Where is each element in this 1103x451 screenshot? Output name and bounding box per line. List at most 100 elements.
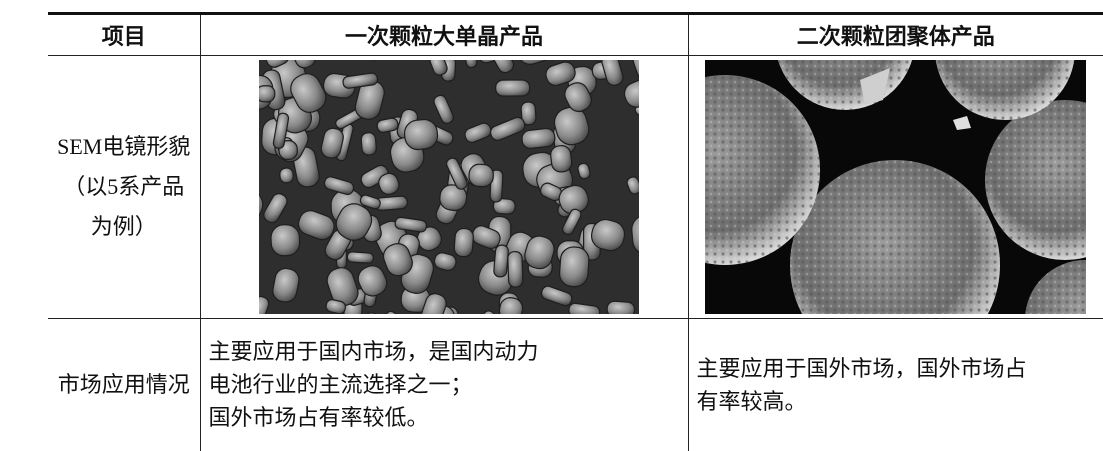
text-line: 市场应用情况 — [57, 372, 190, 398]
text-line: （以5系产品 — [63, 174, 185, 199]
particle — [985, 100, 1087, 260]
text-line: 有率较高。 — [696, 388, 807, 414]
particle — [953, 116, 972, 130]
text-line: 电池行业的主流选择之一； — [208, 372, 473, 398]
particle — [549, 145, 572, 173]
particle — [935, 60, 1075, 120]
particle — [494, 79, 530, 97]
particle — [394, 216, 427, 233]
particle — [705, 75, 821, 265]
image-cell — [199, 55, 688, 319]
particle — [632, 60, 639, 82]
text-cell: 主要应用于国外市场，国外市场占 有率较高。 — [687, 318, 1103, 451]
particle — [606, 300, 635, 314]
particle — [341, 72, 378, 89]
particle — [453, 227, 474, 258]
particle — [471, 225, 501, 250]
particle — [445, 157, 468, 190]
text-cell: 主要应用于国内市场，是国内动力 电池行业的主流选择之一； 国外市场占有率较低。 — [199, 318, 688, 451]
particle — [320, 127, 344, 159]
particle — [375, 310, 397, 314]
particle — [324, 299, 346, 314]
particle — [544, 61, 576, 87]
text-line: SEM电镜形貌 — [57, 134, 191, 159]
text-line: 为例） — [90, 214, 157, 239]
particle — [377, 172, 400, 195]
header-cell: 二次颗粒团聚体产品 — [687, 13, 1103, 56]
particle — [433, 252, 457, 272]
row-label: SEM电镜形貌 （以5系产品 为例） — [48, 56, 200, 319]
header-cell: 项目 — [101, 24, 146, 49]
particle — [278, 167, 294, 184]
particle — [540, 285, 572, 307]
particle — [498, 297, 523, 314]
header-cell: 一次颗粒大单晶产品 — [199, 13, 688, 56]
particle — [403, 118, 438, 151]
text-line: 国外市场占有率较低。 — [208, 405, 429, 431]
particle — [590, 219, 625, 252]
particle — [567, 302, 600, 314]
particle — [438, 184, 467, 212]
particle — [506, 251, 523, 288]
particle — [382, 243, 413, 277]
particle — [258, 85, 275, 103]
particle — [476, 310, 495, 314]
particle — [600, 60, 624, 86]
comparison-table: 项目 一次颗粒大单晶产品 二次颗粒团聚体产品 SEM电镜形貌 （以5系产品 为例… — [48, 12, 1103, 451]
particle — [558, 246, 590, 288]
particle — [269, 224, 300, 257]
particle — [323, 176, 354, 196]
particle — [492, 244, 509, 278]
particle — [1025, 260, 1087, 314]
particle — [523, 235, 555, 270]
particle — [489, 116, 525, 141]
particle — [297, 210, 335, 241]
particle — [264, 60, 289, 68]
particle — [362, 312, 379, 314]
particle — [630, 214, 639, 256]
particle — [462, 60, 478, 69]
particle — [860, 68, 891, 105]
particle — [625, 176, 639, 195]
table-header: 项目 一次颗粒大单晶产品 二次颗粒团聚体产品 — [48, 13, 1103, 56]
particle — [467, 163, 494, 188]
particle — [428, 60, 448, 76]
particle — [360, 132, 377, 156]
particle — [520, 101, 537, 126]
particle — [258, 295, 269, 314]
particle — [291, 60, 316, 69]
row-label: 市场应用情况 — [48, 319, 200, 451]
particle — [432, 94, 454, 124]
particle — [477, 60, 505, 64]
table-row: SEM电镜形貌 （以5系产品 为例） — [48, 55, 1103, 319]
particle — [489, 60, 514, 74]
particle — [516, 60, 553, 65]
sem-image-single-crystal — [258, 60, 639, 314]
particle — [419, 293, 447, 314]
particle — [272, 112, 289, 149]
particle — [520, 127, 555, 150]
table-row: 市场应用情况 主要应用于国内市场，是国内动力 电池行业的主流选择之一； 国外市场… — [48, 318, 1103, 451]
particle — [563, 82, 592, 113]
text-line: 主要应用于国外市场，国外市场占 — [696, 355, 1027, 381]
particle — [289, 73, 326, 113]
image-cell — [687, 55, 1103, 319]
particle — [359, 194, 381, 210]
particle — [492, 197, 516, 215]
text-line: 主要应用于国内市场，是国内动力 — [208, 339, 539, 365]
particle — [376, 117, 399, 133]
particle — [623, 78, 639, 108]
particle — [553, 106, 589, 146]
particle — [576, 162, 591, 180]
particle — [346, 251, 374, 264]
particle — [561, 208, 582, 236]
particle — [326, 267, 359, 307]
particle — [271, 267, 300, 303]
particle — [335, 203, 372, 241]
particle — [262, 193, 288, 224]
particle — [790, 160, 1001, 314]
sem-image-agglomerate — [705, 60, 1087, 314]
particle — [439, 306, 459, 314]
header-row: 项目 一次颗粒大单晶产品 二次颗粒团聚体产品 — [48, 13, 1103, 56]
